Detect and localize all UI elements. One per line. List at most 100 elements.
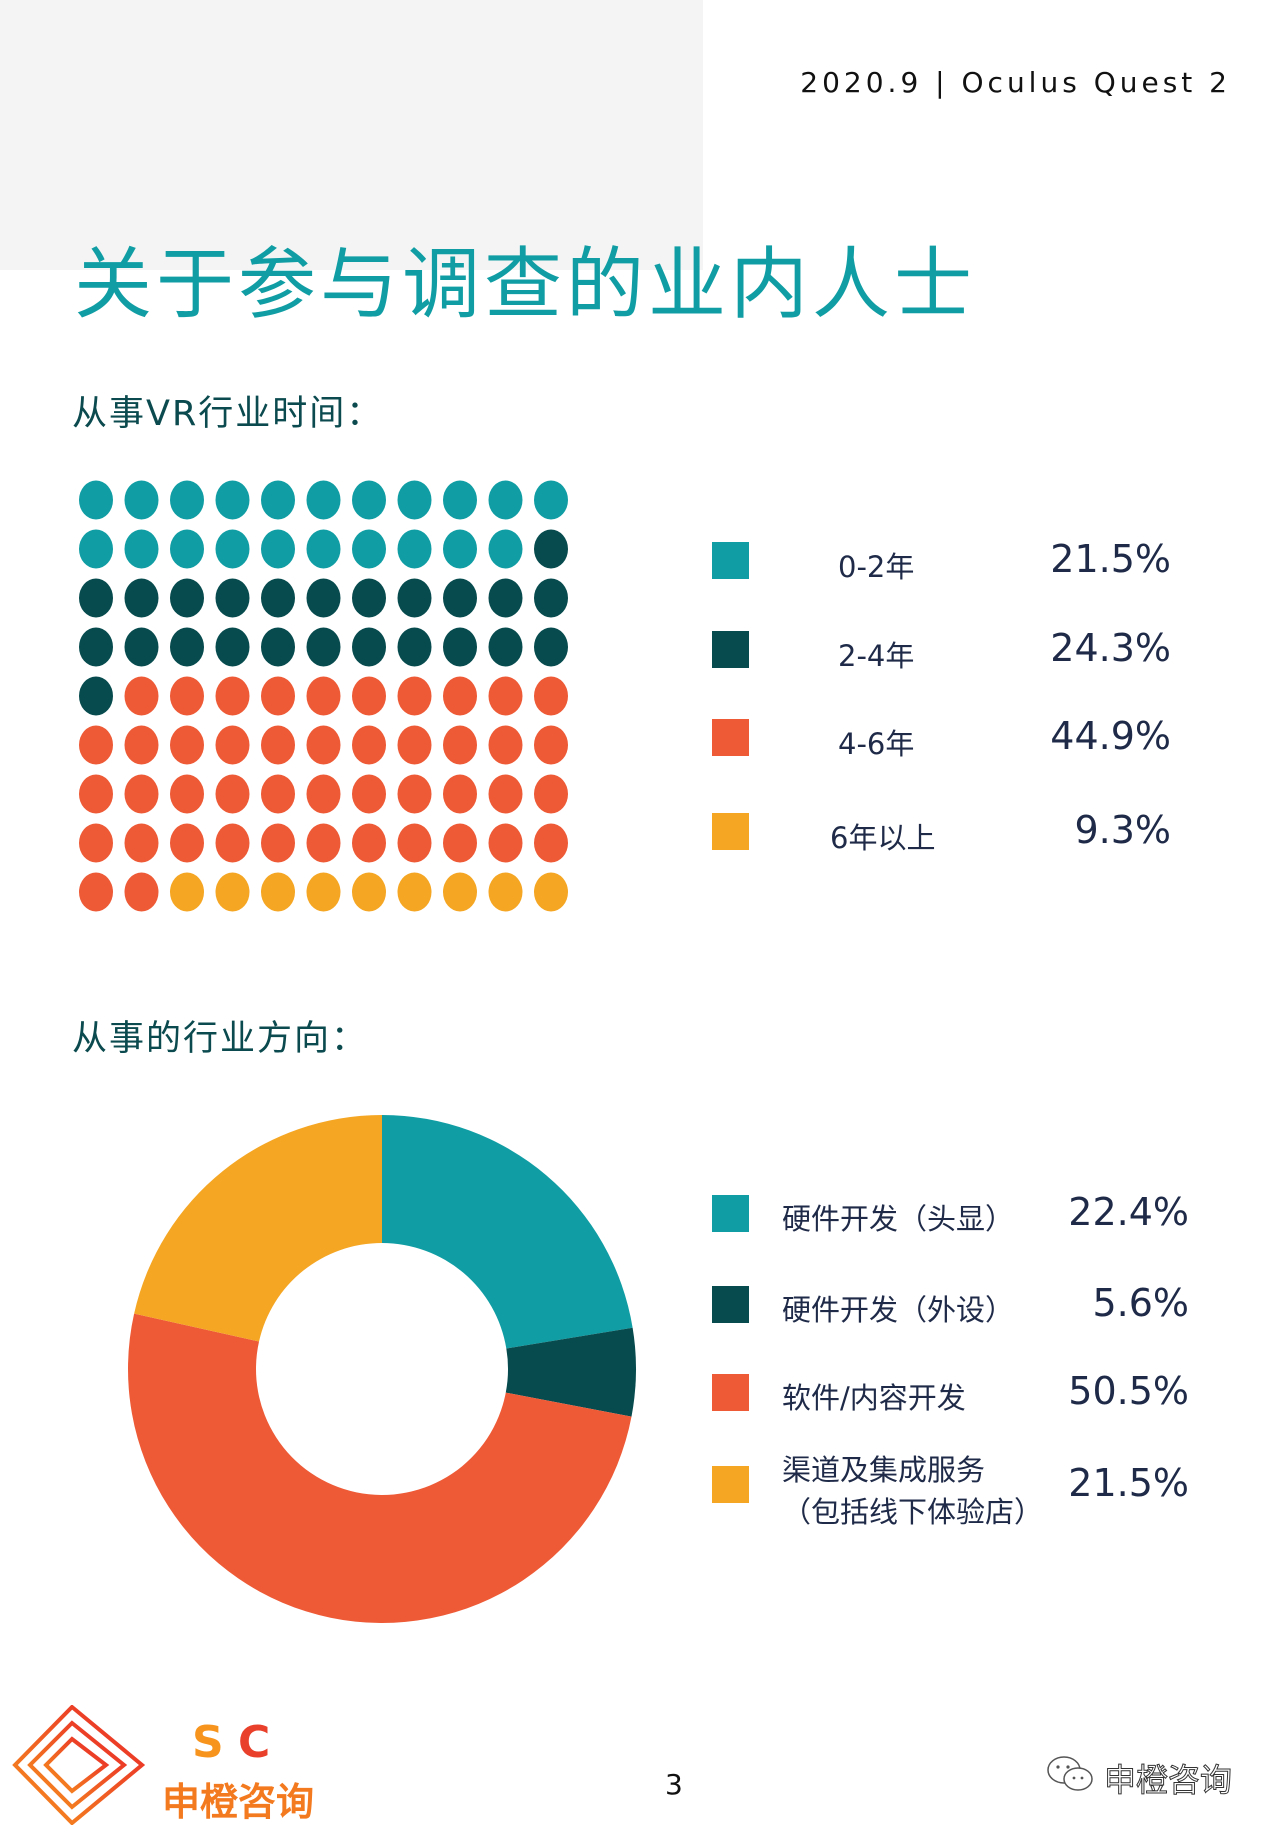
legend-value: 5.6% [1092,1281,1189,1325]
waffle-dot [534,529,568,569]
waffle-dot [534,676,568,716]
waffle-dot [215,872,250,912]
waffle-dot [443,480,477,520]
waffle-dot [397,823,432,863]
waffle-dot [352,774,386,814]
legend-label: 硬件开发（外设） [782,1293,1015,1327]
waffle-dot [443,774,477,814]
waffle-dot [534,627,568,667]
waffle-dot [261,823,295,863]
waffle-dot [306,872,341,912]
waffle-dot [215,774,250,814]
waffle-dot [170,529,204,569]
waffle-dot [488,774,523,814]
waffle-dot [352,578,386,618]
header-gray-block [0,0,703,270]
legend-value: 44.9% [1050,714,1171,758]
waffle-dot [79,872,113,912]
waffle-dot [124,627,159,667]
waffle-dot [79,774,113,814]
waffle-dot [215,725,250,765]
waffle-dot [306,676,341,716]
waffle-dot [215,823,250,863]
donut-chart [128,1115,637,1623]
waffle-dot [534,480,568,520]
waffle-chart [79,480,568,912]
waffle-dot [79,480,113,520]
legend-swatch [712,542,749,579]
wechat-watermark: 申橙咨询 [1046,1754,1233,1802]
wechat-account-name: 申橙咨询 [1103,1761,1232,1800]
page-title: 关于参与调查的业内人士 [74,240,977,330]
legend-label: 6年以上 [830,821,936,855]
legend-label: 0-2年 [838,550,915,584]
waffle-dot [124,480,159,520]
waffle-dot [534,872,568,912]
waffle-dot [170,627,204,667]
waffle-dot [215,480,250,520]
legend-value: 22.4% [1068,1190,1189,1234]
legend-label: 4-6年 [838,727,915,761]
donut-slice [134,1115,382,1342]
waffle-dot [124,872,159,912]
waffle-dot [352,529,386,569]
waffle-dot [488,627,523,667]
report-header: 2020.9 | Oculus Quest 2 [800,66,1231,99]
waffle-dot [397,774,432,814]
donut-slice [505,1327,637,1417]
page-number: 3 [665,1768,683,1801]
wechat-icon [1046,1754,1096,1802]
waffle-dot [124,578,159,618]
waffle-dot [261,676,295,716]
waffle-dot [306,823,341,863]
donut-slice [128,1313,632,1623]
waffle-dot [124,823,159,863]
waffle-dot [488,480,523,520]
waffle-dot [261,774,295,814]
waffle-dot [534,578,568,618]
legend-label: 渠道及集成服务 [782,1453,986,1487]
waffle-dot [488,725,523,765]
waffle-dot [79,725,113,765]
legend-value: 21.5% [1050,537,1171,581]
waffle-dot [306,774,341,814]
waffle-dot [170,725,204,765]
waffle-dot [397,529,432,569]
legend-swatch [712,813,749,850]
waffle-dot [443,578,477,618]
legend-swatch [712,1466,749,1503]
waffle-dot [170,872,204,912]
waffle-dot [352,676,386,716]
legend-value: 50.5% [1068,1369,1189,1413]
legend-value: 21.5% [1068,1461,1189,1505]
legend-swatch [712,719,749,756]
waffle-dot [488,676,523,716]
donut-slice [382,1115,633,1349]
waffle-dot [488,529,523,569]
waffle-dot [261,578,295,618]
legend-value: 9.3% [1074,808,1171,852]
waffle-dot [443,627,477,667]
legend-swatch [712,1374,749,1411]
waffle-dot [352,725,386,765]
waffle-dot [352,480,386,520]
waffle-dot [261,529,295,569]
waffle-dot [170,823,204,863]
waffle-dot [170,480,204,520]
waffle-dot [124,676,159,716]
waffle-dot [79,578,113,618]
waffle-dot [306,627,341,667]
legend-value: 24.3% [1050,626,1171,670]
waffle-dot [488,823,523,863]
waffle-dot [215,578,250,618]
waffle-dot [306,480,341,520]
waffle-dot [124,774,159,814]
waffle-dot [306,578,341,618]
waffle-dot [534,725,568,765]
waffle-dot [79,627,113,667]
waffle-dot [397,676,432,716]
donut-chart-title: 从事的行业方向： [72,1019,369,1059]
svg-text:S: S [192,1717,224,1768]
waffle-dot [124,529,159,569]
legend-swatch [712,1286,749,1323]
